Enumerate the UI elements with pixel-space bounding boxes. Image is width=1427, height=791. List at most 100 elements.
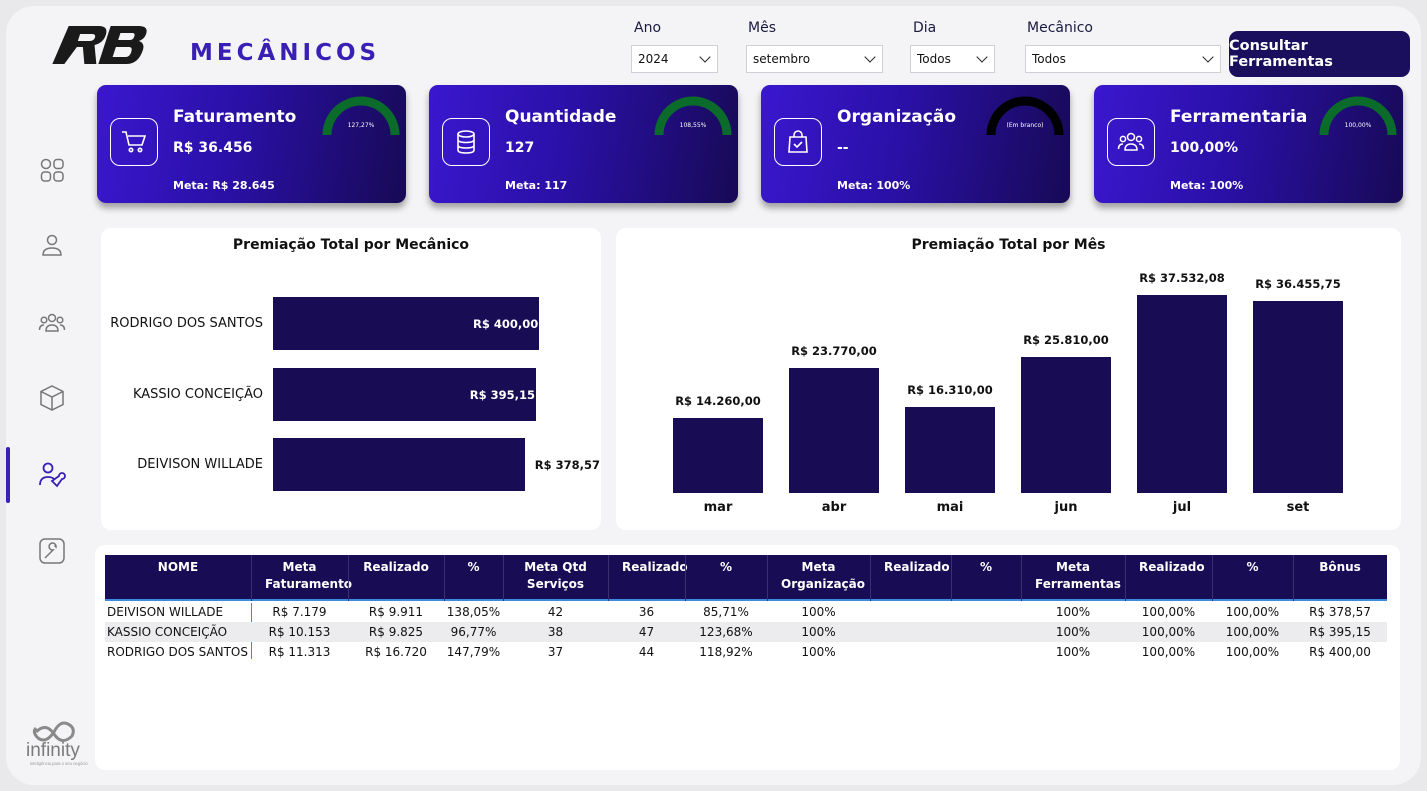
bag-check-icon — [774, 118, 822, 166]
table-row[interactable]: RODRIGO DOS SANTOS R$ 11.313 R$ 16.720 147,… — [105, 642, 1387, 662]
table-cell: 100% — [1055, 605, 1091, 619]
bar-value-label: R$ 16.310,00 — [907, 382, 993, 397]
kpi-value: 100,00% — [1170, 140, 1239, 156]
sidebar-item-mechanic[interactable] — [38, 461, 66, 489]
table-cell: 44 — [638, 645, 655, 659]
chevron-down-icon — [699, 51, 711, 63]
filter-ano-label: Ano — [634, 20, 662, 36]
header-separator — [1293, 555, 1294, 601]
filter-ano-select[interactable]: 2024 — [631, 45, 718, 73]
svg-text:inteligência para o seu negóci: inteligência para o seu negócio — [30, 761, 88, 766]
bar-category-label: mai — [936, 500, 964, 515]
kpi-gauge: (Em branco) — [986, 96, 1064, 136]
table-row[interactable]: KASSIO CONCEIÇÃO R$ 10.153 R$ 9.825 96,77% 3… — [105, 622, 1387, 642]
table-row[interactable]: DEIVISON WILLADE R$ 7.179 R$ 9.911 138,05% 4… — [105, 602, 1387, 622]
sidebar-item-box[interactable] — [38, 384, 66, 412]
chart-title: Premiação Total por Mês — [911, 237, 1106, 253]
header-separator — [870, 555, 871, 601]
table-cell: R$ 7.179 — [272, 605, 327, 619]
table-cell: 100% — [801, 645, 836, 659]
table-header-cell[interactable]: NOME — [157, 560, 199, 574]
sidebar-item-team[interactable] — [38, 309, 66, 337]
bar[interactable] — [273, 368, 536, 421]
table-header-cell[interactable]: % — [719, 560, 733, 574]
table-header-cell[interactable]: % — [979, 560, 993, 574]
table-header-cell[interactable]: Meta Qtd Serviços — [524, 560, 587, 591]
table-cell: 85,71% — [703, 605, 749, 619]
filter-ano-value: 2024 — [638, 52, 669, 66]
kpi-card-faturamento: Faturamento R$ 36.456 Meta: R$ 28.645 12… — [97, 85, 406, 203]
table-header-cell[interactable]: Meta Ferramentas — [1035, 560, 1121, 591]
chevron-down-icon — [1202, 51, 1214, 63]
bar-value-label: R$ 37.532,08 — [1139, 271, 1225, 285]
table-header-cell[interactable]: Meta Organização — [781, 560, 865, 591]
filter-mes-select[interactable]: setembro — [746, 45, 883, 73]
database-icon — [442, 118, 490, 166]
table-cell: 47 — [638, 625, 655, 639]
table-cell: R$ 16.720 — [365, 645, 427, 659]
table-cell: 100% — [1055, 645, 1091, 659]
bar[interactable] — [273, 297, 539, 350]
bar[interactable] — [1021, 356, 1111, 493]
bar[interactable] — [1137, 295, 1227, 493]
user-icon — [42, 234, 62, 256]
bar-value-label: R$ 36.455,75 — [1255, 276, 1341, 291]
bar[interactable] — [673, 417, 763, 493]
bar-category-label: set — [1286, 500, 1310, 515]
bar[interactable] — [273, 438, 525, 491]
bar[interactable] — [1253, 300, 1343, 493]
bar-category-label: jul — [1172, 500, 1192, 515]
table-cell: 100,00% — [1225, 605, 1280, 619]
table-cell: 100,00% — [1225, 645, 1280, 659]
sidebar-item-tool[interactable] — [38, 537, 66, 565]
table-cell: 37 — [547, 645, 564, 659]
bar-category-label: jun — [1054, 500, 1078, 515]
kpi-card-ferramentaria: Ferramentaria 100,00% Meta: 100% 100,00% — [1094, 85, 1403, 203]
header-separator — [444, 555, 445, 601]
table-cell: DEIVISON WILLADE — [107, 605, 224, 619]
table-header-cell[interactable]: % — [1246, 560, 1259, 574]
table-cell: 100% — [1055, 625, 1091, 639]
header-separator — [685, 555, 686, 601]
bar-value-label: R$ 378,57 — [534, 458, 600, 472]
bar[interactable] — [905, 406, 995, 493]
gauge-arc — [986, 96, 1064, 136]
table-header-cell[interactable]: Meta Faturamento — [265, 560, 353, 591]
team-icon — [38, 313, 66, 332]
table-cell: R$ 11.313 — [268, 645, 331, 659]
table-header-cell[interactable]: Realizado — [363, 560, 429, 574]
table-header-cell[interactable]: Realizado — [622, 560, 688, 574]
filter-dia-select[interactable]: Todos — [910, 45, 995, 73]
table-cell: 100,00% — [1225, 625, 1280, 639]
bar-category-label: DEIVISON WILLADE — [137, 457, 263, 472]
table-cell: 100,00% — [1141, 605, 1196, 619]
tool-icon — [39, 538, 65, 564]
sidebar-item-dashboard[interactable] — [38, 156, 66, 184]
gauge-label: 100,00% — [1345, 122, 1372, 129]
table-header-cell[interactable]: Bônus — [1319, 560, 1361, 574]
table-cell: R$ 378,57 — [1309, 605, 1371, 619]
team-icon — [1107, 118, 1155, 166]
bar-value-label: R$ 23.770,00 — [791, 343, 877, 358]
mechanics-table: NOME Meta Faturamento Realizado% Meta Qtd S… — [95, 545, 1400, 770]
consultar-ferramentas-button[interactable]: Consultar Ferramentas — [1229, 31, 1410, 77]
gauge-label: 108,55% — [680, 122, 707, 129]
table-header-cell[interactable]: Realizado — [1139, 560, 1205, 574]
filter-mecanico-select[interactable]: Todos — [1025, 45, 1221, 73]
table-cell: 38 — [547, 625, 564, 639]
kpi-gauge: 127,27% — [322, 96, 400, 136]
box-icon — [40, 385, 64, 411]
table-cell: R$ 10.153 — [268, 625, 331, 639]
table-header-cell[interactable]: Realizado — [884, 560, 950, 574]
kpi-value: R$ 36.456 — [173, 140, 253, 156]
bar[interactable] — [789, 367, 879, 493]
table-header-cell[interactable]: % — [467, 560, 480, 574]
kpi-title: Faturamento — [173, 107, 297, 127]
kpi-meta: Meta: 100% — [1170, 179, 1244, 192]
header-separator — [608, 555, 609, 601]
sidebar-item-user[interactable] — [38, 231, 66, 259]
table-cell: 100,00% — [1141, 625, 1196, 639]
kpi-card-quantidade: Quantidade 127 Meta: 117 108,55% — [429, 85, 738, 203]
chevron-down-icon — [864, 51, 876, 63]
header-separator — [767, 555, 768, 601]
